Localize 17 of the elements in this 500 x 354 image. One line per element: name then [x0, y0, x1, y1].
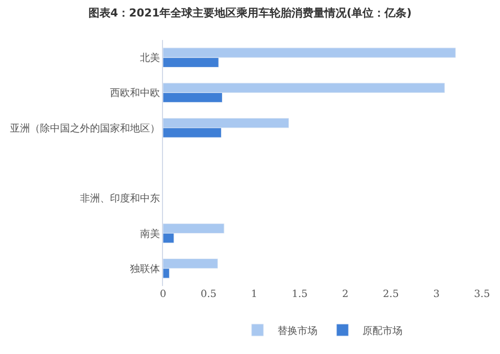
- x-tick-label: 0: [160, 289, 166, 300]
- x-tick-label: 1: [250, 289, 258, 300]
- legend-label: 替换市场: [278, 324, 318, 337]
- x-tick-label: 2.5: [382, 289, 399, 300]
- x-tick-label: 3.5: [474, 289, 490, 300]
- x-tick-label: 0.5: [200, 289, 217, 300]
- x-tick-label: 3: [433, 289, 440, 300]
- y-tick-label: 非洲、印度和中东: [80, 192, 160, 205]
- x-tick-label: 2: [342, 289, 348, 300]
- y-tick-label: 亚洲（除中国之外的国家和地区）: [10, 122, 160, 134]
- y-tick-label: 西欧和中欧: [110, 87, 160, 100]
- y-tick-label: 南美: [140, 228, 160, 240]
- chart-title: 图表4：2021年全球主要地区乘用车轮胎消费量情况(单位：亿条): [88, 6, 412, 20]
- y-tick-label: 北美: [140, 52, 160, 64]
- y-tick-label: 独联体: [130, 262, 160, 275]
- x-tick-label: 1.5: [292, 289, 308, 300]
- legend-label: 原配市场: [362, 324, 402, 337]
